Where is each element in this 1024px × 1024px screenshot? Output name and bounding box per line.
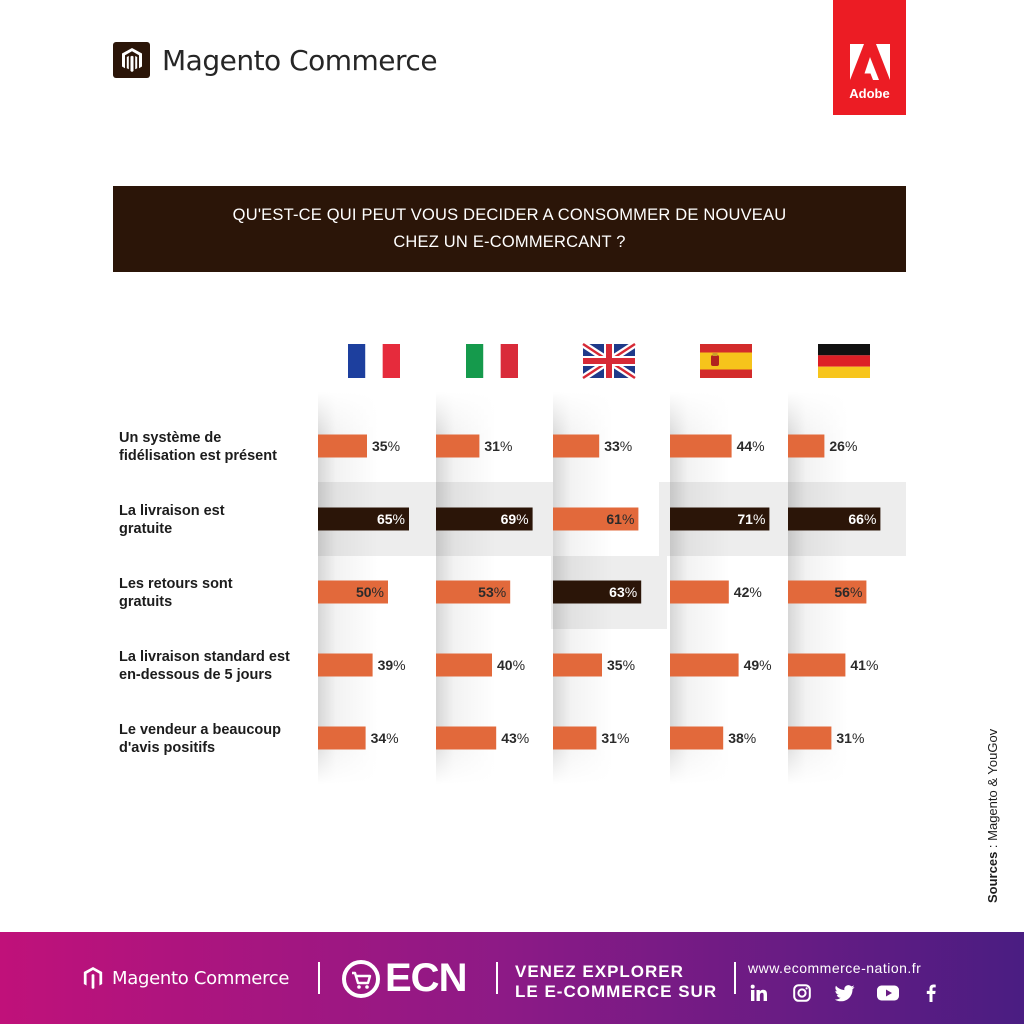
bar: [670, 726, 724, 750]
instagram-icon[interactable]: [791, 982, 813, 1004]
adobe-icon: [849, 44, 890, 80]
social-links: [748, 982, 963, 1004]
bar: [436, 580, 511, 604]
bar-value-label: 26%: [829, 438, 857, 454]
footer-divider: [734, 962, 736, 994]
bar: [436, 653, 492, 677]
bar: [553, 580, 642, 604]
cart-circle-icon: [342, 959, 380, 998]
bar: [318, 653, 373, 677]
bar: [670, 507, 770, 531]
bar: [788, 507, 881, 531]
bar-value-label: 31%: [601, 730, 629, 746]
bar-value-label: 44%: [737, 438, 765, 454]
bar-value-label: 35%: [372, 438, 400, 454]
footer-brand-name: Magento Commerce: [112, 967, 290, 989]
germany-flag: [818, 344, 870, 378]
bar: [318, 580, 388, 604]
bar-value-label: 61%: [606, 511, 634, 527]
bar-value-label: 43%: [501, 730, 529, 746]
bar-value-label: 31%: [484, 438, 512, 454]
row-label: Un système de fidélisation est présent: [119, 430, 277, 464]
magento-logo-icon: [83, 967, 103, 989]
row-label: La livraison standard est en-dessous de 5…: [119, 649, 290, 683]
bar: [788, 580, 867, 604]
bar-value-label: 38%: [728, 730, 756, 746]
magento-brand: Magento Commerce: [113, 42, 438, 78]
website-link[interactable]: www.ecommerce-nation.fr: [748, 960, 922, 976]
bar: [788, 434, 825, 458]
france-flag: [348, 344, 400, 378]
footer-slogan: VENEZ EXPLORER LE E-COMMERCE SUR: [515, 962, 717, 1002]
bar-chart: Un système de fidélisation est présent La …: [119, 341, 920, 784]
bar-value-label: 41%: [850, 657, 878, 673]
bar: [318, 434, 367, 458]
bar: [318, 507, 409, 531]
bar-value-label: 40%: [497, 657, 525, 673]
adobe-logo: Adobe: [833, 0, 906, 115]
title-banner: QU'EST-CE QUI PEUT VOUS DECIDER A CONSOM…: [113, 186, 906, 272]
bar-value-label: 71%: [737, 511, 765, 527]
row-label: Les retours sont gratuits: [119, 576, 233, 610]
bar-value-label: 69%: [501, 511, 529, 527]
sources-note: Sources : Magento & YouGov: [985, 693, 1003, 903]
linkedin-icon[interactable]: [748, 982, 770, 1004]
footer-brand: Magento Commerce: [82, 966, 289, 990]
bar-value-label: 42%: [734, 584, 762, 600]
bar: [788, 726, 832, 750]
bar: [788, 653, 846, 677]
bar: [670, 434, 732, 458]
bar-value-label: 65%: [377, 511, 405, 527]
bar-value-label: 50%: [356, 584, 384, 600]
bar-value-label: 34%: [371, 730, 399, 746]
bar-value-label: 56%: [834, 584, 862, 600]
uk-flag: [581, 341, 637, 381]
sources-label: Sources: [985, 851, 1000, 903]
bar: [436, 434, 480, 458]
bar: [670, 580, 729, 604]
bar: [553, 507, 639, 531]
chart-title: QU'EST-CE QUI PEUT VOUS DECIDER A CONSOM…: [232, 206, 787, 251]
bar-value-label: 63%: [609, 584, 637, 600]
spain-flag: [700, 344, 752, 378]
bar: [436, 726, 497, 750]
youtube-icon[interactable]: [877, 982, 899, 1004]
ecn-logo: ECN: [341, 956, 467, 1001]
footer-divider: [318, 962, 320, 994]
row-label: Le vendeur a beaucoup d'avis positifs: [119, 722, 281, 756]
footer-divider: [496, 962, 498, 994]
slogan-line-2: LE E-COMMERCE SUR: [515, 982, 718, 1001]
bar-value-label: 39%: [378, 657, 406, 673]
brand-name: Magento Commerce: [162, 43, 438, 77]
bar: [318, 726, 366, 750]
bar-value-label: 31%: [836, 730, 864, 746]
magento-logo-icon: [113, 42, 150, 78]
slogan-line-1: VENEZ EXPLORER: [515, 962, 684, 981]
bar: [553, 434, 600, 458]
bar: [670, 653, 739, 677]
bar: [553, 726, 597, 750]
facebook-icon[interactable]: [920, 982, 942, 1004]
italy-flag: [466, 344, 518, 378]
footer-banner: Magento Commerce ECN VENEZ EXPLORER LE E…: [0, 932, 1024, 1024]
row-label: La livraison est gratuite: [119, 503, 225, 537]
bar-value-label: 53%: [478, 584, 506, 600]
bar-value-label: 49%: [744, 657, 772, 673]
bar-value-label: 33%: [604, 438, 632, 454]
bar: [553, 653, 602, 677]
bar-value-label: 66%: [848, 511, 876, 527]
bar: [436, 507, 533, 531]
bar-value-label: 35%: [607, 657, 635, 673]
sources-text: : Magento & YouGov: [985, 728, 1000, 852]
ecn-wordmark: ECN: [385, 956, 467, 1000]
adobe-label: Adobe: [849, 86, 890, 101]
twitter-icon[interactable]: [834, 982, 856, 1004]
